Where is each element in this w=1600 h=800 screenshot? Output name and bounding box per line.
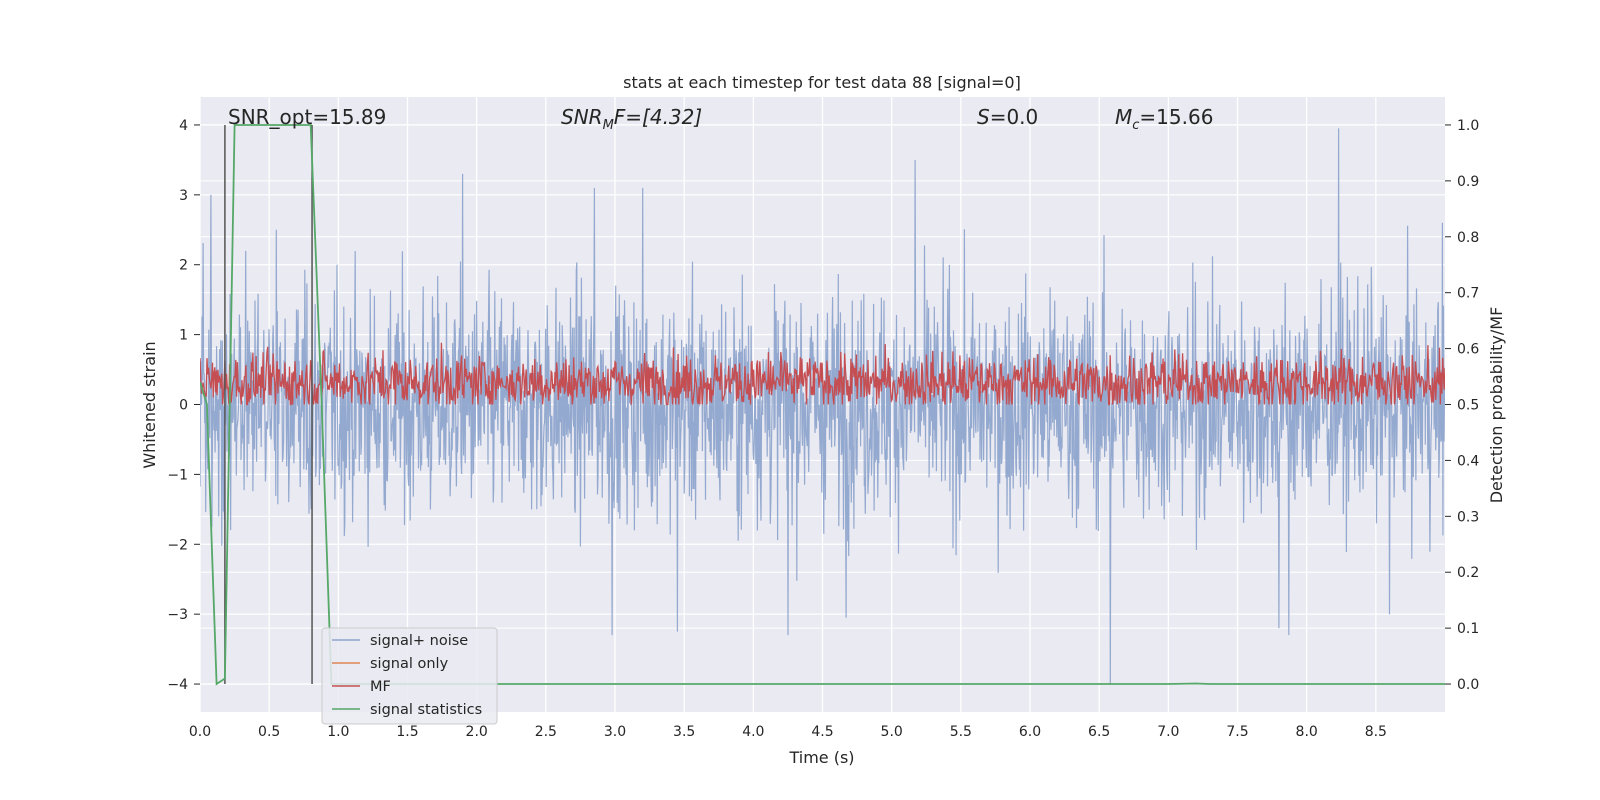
y-right-tick-label: 0.3: [1457, 509, 1479, 525]
y-axis-left-label: Whitened strain: [140, 341, 159, 468]
mc-rest: =15.66: [1139, 105, 1213, 129]
x-tick-label: 0.0: [189, 724, 211, 740]
y-right-tick-label: 0.6: [1457, 342, 1479, 358]
y-right-tick-label: 0.0: [1457, 677, 1479, 693]
x-axis-ticks: 0.0 0.5 1.0 1.5 2.0 2.5 3.0 3.5 4.0 4.5 5.0 5.5 6.0 6…: [189, 724, 1387, 740]
x-tick-label: 0.5: [258, 724, 280, 740]
x-tick-label: 7.5: [1226, 724, 1248, 740]
x-tick-label: 5.5: [950, 724, 972, 740]
y-right-tick-label: 0.4: [1457, 453, 1479, 469]
x-axis-label: Time (s): [788, 748, 854, 767]
chart-title: stats at each timestep for test data 88 …: [623, 73, 1021, 92]
x-tick-label: 1.0: [327, 724, 349, 740]
y-left-tick-label: 1: [179, 328, 188, 344]
snr-mf-base: SNR: [561, 105, 603, 129]
x-tick-label: 7.0: [1157, 724, 1179, 740]
y-left-tick-label: 4: [179, 118, 188, 134]
y-left-tick-label: −3: [167, 607, 188, 623]
annotation-s: S=0.0: [977, 105, 1038, 129]
legend-label-signal-statistics: signal statistics: [370, 702, 482, 718]
x-tick-label: 6.0: [1019, 724, 1041, 740]
x-tick-label: 2.0: [466, 724, 488, 740]
x-tick-label: 8.5: [1365, 724, 1387, 740]
y-right-tick-label: 0.2: [1457, 565, 1479, 581]
snr-mf-rest: F=[4.32]: [614, 105, 702, 129]
annotation-mc: Mc=15.66: [1115, 105, 1213, 133]
y-left-tick-label: −1: [167, 467, 188, 483]
x-tick-label: 8.0: [1296, 724, 1318, 740]
s-var: S: [977, 105, 990, 129]
y-right-tick-label: 0.1: [1457, 621, 1479, 637]
x-tick-label: 4.0: [742, 724, 764, 740]
mc-var: M: [1115, 105, 1132, 129]
plot-series: [200, 124, 1445, 686]
series-mf: [200, 342, 1445, 406]
x-tick-label: 4.5: [811, 724, 833, 740]
legend-label-mf: MF: [370, 679, 391, 695]
x-tick-label: 3.0: [604, 724, 626, 740]
y-left-tick-label: 0: [179, 398, 188, 414]
y-axis-right-label: Detection probability/MF: [1487, 307, 1506, 504]
x-tick-label: 3.5: [673, 724, 695, 740]
y-left-tick-label: −2: [167, 537, 188, 553]
y-right-tick-label: 0.8: [1457, 230, 1479, 246]
x-tick-label: 5.0: [881, 724, 903, 740]
annotation-snr-opt: SNR_opt=15.89: [228, 105, 386, 129]
y-axis-right-ticks: 0.0 0.1 0.2 0.3 0.4 0.5 0.6 0.7 0.8 0.9 1.0: [1445, 118, 1479, 693]
y-left-tick-label: −4: [167, 677, 188, 693]
y-left-tick-label: 2: [179, 258, 188, 274]
y-right-tick-label: 0.5: [1457, 398, 1479, 414]
legend-label-signal-noise: signal+ noise: [370, 633, 468, 649]
legend: signal+ noise signal only MF signal stat…: [321, 627, 498, 725]
mc-sub: c: [1132, 118, 1139, 133]
y-right-tick-label: 0.7: [1457, 286, 1479, 302]
x-tick-label: 2.5: [535, 724, 557, 740]
annotation-snr-mf: SNRMF=[4.32]: [561, 105, 702, 133]
x-tick-label: 6.5: [1088, 724, 1110, 740]
y-axis-left-ticks: −4 −3 −2 −1 0 1 2 3 4: [167, 118, 200, 693]
y-left-tick-label: 3: [179, 188, 188, 204]
y-right-tick-label: 1.0: [1457, 118, 1479, 134]
y-right-tick-label: 0.9: [1457, 174, 1479, 190]
legend-box: [321, 627, 498, 725]
legend-label-signal-only: signal only: [370, 656, 449, 672]
s-rest: =0.0: [990, 105, 1039, 129]
snr-mf-sub: M: [603, 118, 614, 133]
x-tick-label: 1.5: [396, 724, 418, 740]
